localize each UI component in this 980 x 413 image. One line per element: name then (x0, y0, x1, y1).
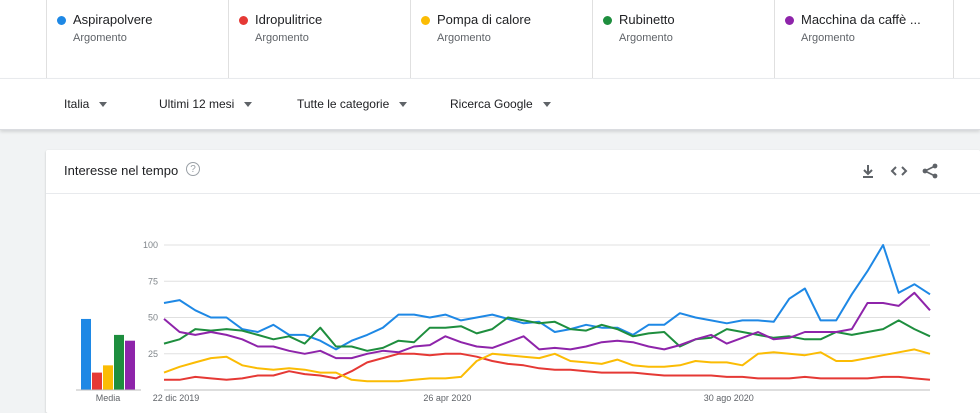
term-card-1[interactable]: Idropulitrice Argomento (228, 0, 408, 78)
chevron-down-icon (399, 102, 408, 108)
term-comparison-bar: Aspirapolvere Argomento Idropulitrice Ar… (0, 0, 980, 78)
download-icon[interactable] (859, 162, 877, 180)
y-axis-ticks: 25 50 75 100 (143, 240, 158, 359)
chevron-down-icon (542, 102, 551, 108)
term-name-1: Idropulitrice (255, 12, 323, 27)
y-tick-label-2: 75 (148, 276, 158, 286)
average-bar-0 (81, 318, 91, 390)
term-color-dot-3 (603, 16, 612, 25)
y-tick-label-1: 50 (148, 313, 158, 323)
term-color-dot-0 (57, 16, 66, 25)
term-name-0: Aspirapolvere (73, 12, 153, 27)
average-label: Media (96, 393, 121, 403)
average-bars (76, 318, 141, 391)
term-color-dot-4 (785, 16, 794, 25)
term-color-dot-1 (239, 16, 248, 25)
category-dropdown[interactable]: Tutte le categorie (297, 97, 408, 111)
period-dropdown[interactable]: Ultimi 12 mesi (159, 97, 253, 111)
search-type-dropdown[interactable]: Ricerca Google (450, 97, 551, 111)
share-icon[interactable] (921, 162, 939, 180)
average-bar-3 (114, 334, 124, 390)
chevron-down-icon (99, 102, 108, 108)
chart-grid (164, 244, 930, 391)
chevron-down-icon (244, 102, 253, 108)
average-bar-2 (103, 365, 113, 390)
embed-code-icon[interactable] (890, 162, 908, 180)
filter-bar: Italia Ultimi 12 mesi Tutte le categorie… (0, 78, 980, 130)
series-line-2[interactable] (163, 348, 931, 383)
series-line-0[interactable] (163, 244, 931, 351)
card-title: Interesse nel tempo (64, 163, 179, 178)
y-tick-label-0: 25 (148, 349, 158, 359)
x-axis-ticks: 22 dic 2019 26 apr 2020 30 ago 2020 (153, 393, 754, 403)
interest-line-chart: 25 50 75 100 22 dic 2019 26 apr 2020 30 ago 2… (76, 240, 931, 403)
period-label: Ultimi 12 mesi (159, 97, 235, 111)
term-type-4: Argomento (801, 32, 855, 44)
series-line-4[interactable] (163, 291, 931, 360)
term-name-3: Rubinetto (619, 12, 675, 27)
term-card-3[interactable]: Rubinetto Argomento (592, 0, 772, 78)
category-label: Tutte le categorie (297, 97, 390, 111)
term-name-2: Pompa di calore (437, 12, 531, 27)
region-label: Italia (64, 97, 90, 111)
x-tick-label-2: 30 ago 2020 (704, 393, 754, 403)
question-circle-icon[interactable]: ? (186, 162, 200, 176)
term-type-3: Argomento (619, 32, 673, 44)
term-name-4: Macchina da caffè ... (801, 12, 921, 27)
chart-series (163, 244, 931, 383)
term-card-0[interactable]: Aspirapolvere Argomento (46, 0, 226, 78)
term-type-1: Argomento (255, 32, 309, 44)
term-card-4[interactable]: Macchina da caffè ... Argomento (774, 0, 954, 78)
card-divider (46, 193, 980, 194)
search-type-label: Ricerca Google (450, 97, 533, 111)
region-dropdown[interactable]: Italia (64, 97, 108, 111)
x-tick-label-0: 22 dic 2019 (153, 393, 200, 403)
x-tick-label-1: 26 apr 2020 (423, 393, 471, 403)
term-type-2: Argomento (437, 32, 491, 44)
series-line-1[interactable] (164, 352, 931, 381)
series-line-3[interactable] (163, 316, 931, 352)
average-bar-4 (125, 340, 135, 390)
y-tick-label-3: 100 (143, 240, 158, 250)
term-card-2[interactable]: Pompa di calore Argomento (410, 0, 590, 78)
term-type-0: Argomento (73, 32, 127, 44)
term-color-dot-2 (421, 16, 430, 25)
average-bar-1 (92, 372, 102, 390)
